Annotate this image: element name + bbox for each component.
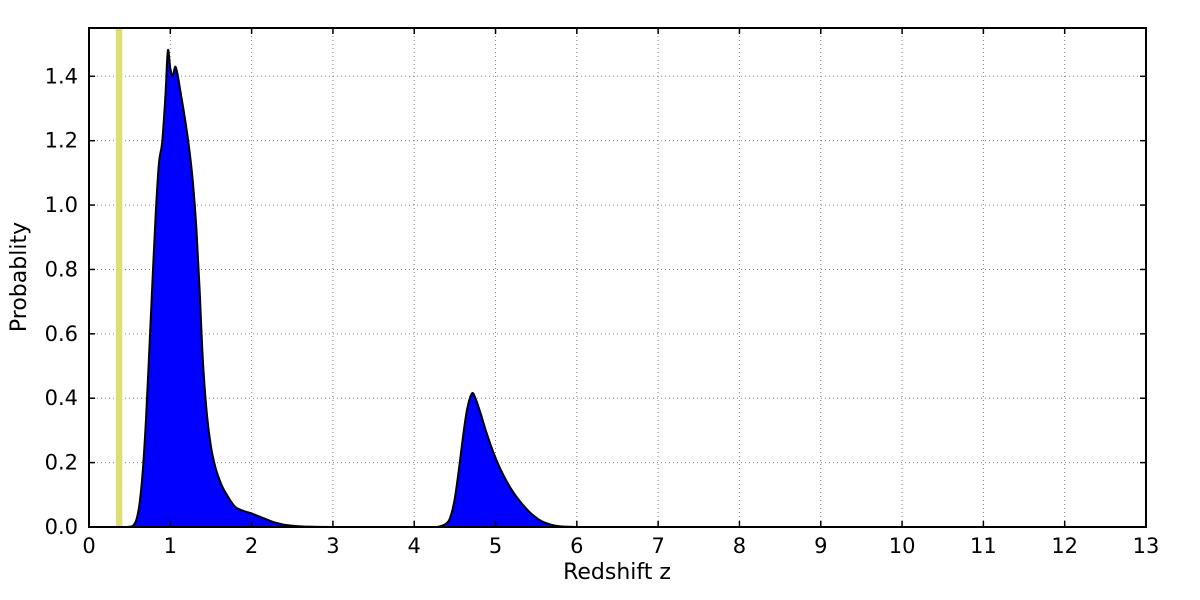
x-tick-label: 5 <box>489 534 502 558</box>
y-axis-tick-labels: 0.0 0.2 0.4 0.6 0.8 1.0 1.2 1.4 <box>45 64 78 539</box>
x-tick-label: 3 <box>326 534 339 558</box>
y-tick-label: 0.4 <box>45 386 78 410</box>
x-tick-label: 8 <box>733 534 746 558</box>
y-gridlines <box>89 75 1146 464</box>
x-tick-label: 12 <box>1051 534 1078 558</box>
series-fill-0 <box>89 49 1146 528</box>
x-tick-label: 10 <box>889 534 916 558</box>
series-outline-0 <box>88 48 1147 529</box>
y-tick-label: 1.4 <box>45 64 78 88</box>
y-tick-label: 1.0 <box>45 193 78 217</box>
spectroscopic-redshift-band <box>115 28 123 527</box>
x-tick-label: 1 <box>164 534 177 558</box>
x-tick-label: 13 <box>1133 534 1160 558</box>
x-tick-label: 4 <box>408 534 421 558</box>
y-axis-title: Probablity <box>7 222 32 332</box>
x-tick-label: 2 <box>245 534 258 558</box>
y-tick-label: 1.2 <box>45 129 78 153</box>
y-axis-ticks <box>89 75 1146 528</box>
x-tick-label: 6 <box>570 534 583 558</box>
probability-density-area <box>88 48 1147 529</box>
x-tick-label: 0 <box>82 534 95 558</box>
y-tick-label: 0.0 <box>45 515 78 539</box>
x-axis-ticks <box>88 28 1147 527</box>
x-axis-tick-labels: 0 1 2 3 4 5 6 7 8 9 10 11 12 13 <box>82 534 1159 558</box>
y-tick-label: 0.6 <box>45 322 78 346</box>
y-tick-label: 0.8 <box>45 257 78 281</box>
x-tick-label: 11 <box>970 534 997 558</box>
axes-frame <box>88 27 1147 528</box>
y-tick-label: 0.2 <box>45 451 78 475</box>
x-tick-label: 9 <box>814 534 827 558</box>
x-tick-label: 7 <box>651 534 664 558</box>
plot-background <box>89 28 1146 527</box>
x-axis-title: Redshift z <box>563 560 671 585</box>
